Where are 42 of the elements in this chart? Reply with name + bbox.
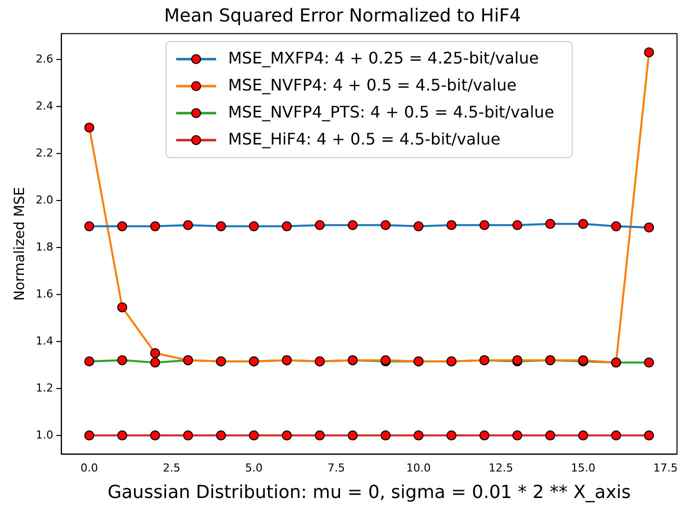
y-tick-label: 1.8	[36, 240, 54, 254]
x-tick-label: 10.0	[406, 462, 431, 475]
y-tick-label: 2.6	[36, 52, 54, 66]
y-tick-label: 2.2	[36, 146, 54, 160]
y-tick-label: 1.2	[36, 381, 54, 394]
y-tick-label: 1.0	[36, 428, 54, 442]
x-tick-label: 15.0	[570, 462, 596, 475]
point	[117, 430, 128, 440]
point	[545, 430, 556, 440]
chart-title: Mean Squared Error Normalized to HiF4	[164, 5, 521, 26]
x-tick-label: 5.0	[245, 462, 263, 475]
y-tick-label: 2.4	[36, 99, 54, 112]
y-axis-title: Normalized MSE	[12, 187, 28, 301]
point	[414, 430, 424, 440]
legend-label: MSE_HiF4: 4 + 0.5 = 4.5-bit/value	[228, 129, 500, 148]
point	[479, 430, 490, 440]
x-axis-title: Gaussian Distribution: mu = 0, sigma = 0.01 * 2 ** X_axis	[108, 482, 631, 503]
y-tick-label: 1.4	[36, 334, 54, 348]
point	[248, 430, 259, 440]
x-tick-label: 17.5	[653, 462, 678, 475]
legend-label: MSE_NVFP4: 4 + 0.5 = 4.5-bit/value	[228, 75, 517, 94]
point	[183, 430, 194, 440]
x-tick-label: 2.5	[162, 462, 180, 475]
y-tick-label: 2.0	[36, 193, 54, 206]
legend-label: MSE_MXFP4: 4 + 0.25 = 4.25-bit/value	[228, 48, 539, 68]
point	[348, 430, 358, 440]
point	[150, 430, 160, 440]
point	[380, 430, 391, 440]
point	[512, 430, 522, 440]
point	[314, 430, 325, 440]
point	[644, 430, 654, 440]
point	[446, 430, 456, 440]
point	[84, 430, 94, 440]
legend-label: MSE_NVFP4_PTS: 4 + 0.5 = 4.5-bit/value	[228, 102, 554, 122]
point	[216, 430, 226, 440]
point	[578, 430, 588, 440]
point	[611, 430, 622, 440]
point	[282, 430, 292, 440]
x-tick-label: 7.5	[327, 462, 345, 475]
x-tick-label: 12.5	[488, 462, 514, 475]
y-tick-label: 1.6	[36, 287, 54, 300]
x-tick-label: 0.0	[80, 462, 98, 475]
